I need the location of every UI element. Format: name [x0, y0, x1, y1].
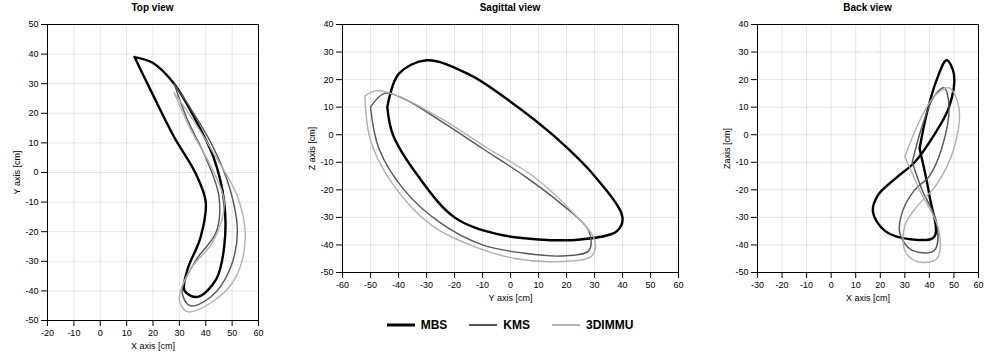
svg-text:30: 30	[900, 280, 910, 290]
svg-text:-50: -50	[25, 315, 38, 325]
svg-text:40: 40	[28, 49, 38, 59]
svg-text:-20: -20	[25, 227, 38, 237]
svg-text:-50: -50	[364, 280, 377, 290]
svg-text:20: 20	[148, 328, 158, 338]
svg-text:Zaxis [cm]: Zaxis [cm]	[722, 128, 732, 169]
svg-text:40: 40	[738, 19, 748, 29]
svg-text:Y axis [cm]: Y axis [cm]	[489, 293, 533, 303]
svg-text:-10: -10	[476, 280, 489, 290]
svg-text:-30: -30	[25, 256, 38, 266]
svg-text:-40: -40	[392, 280, 405, 290]
svg-text:30: 30	[738, 47, 748, 57]
svg-text:Z axis [cm]: Z axis [cm]	[307, 127, 317, 171]
html-text:3DIMMU: 3DIMMU	[586, 318, 634, 332]
svg-text:X axis [cm]: X axis [cm]	[131, 341, 175, 351]
svg-text:-40: -40	[25, 286, 38, 296]
svg-text:0: 0	[328, 130, 333, 140]
svg-text:30: 30	[28, 79, 38, 89]
svg-text:40: 40	[201, 328, 211, 338]
svg-text:-40: -40	[320, 240, 333, 250]
html-text:MBS: MBS	[420, 318, 448, 332]
html-text:Back view: Back view	[843, 2, 892, 13]
svg-text:-30: -30	[320, 212, 333, 222]
svg-text:50: 50	[227, 328, 237, 338]
svg-text:50: 50	[645, 280, 655, 290]
svg-text:-20: -20	[41, 328, 54, 338]
svg-text:-20: -20	[320, 185, 333, 195]
svg-text:0: 0	[829, 280, 834, 290]
svg-text:10: 10	[122, 328, 132, 338]
svg-text:20: 20	[28, 108, 38, 118]
svg-text:-30: -30	[751, 280, 764, 290]
svg-text:50: 50	[28, 19, 38, 29]
svg-text:20: 20	[561, 280, 571, 290]
svg-text:-60: -60	[336, 280, 349, 290]
svg-text:-50: -50	[735, 267, 748, 277]
html-text:Top view: Top view	[131, 2, 174, 13]
svg-text:-10: -10	[735, 157, 748, 167]
svg-text:20: 20	[323, 74, 333, 84]
svg-text:30: 30	[174, 328, 184, 338]
svg-text:-50: -50	[320, 267, 333, 277]
svg-text:30: 30	[589, 280, 599, 290]
svg-text:60: 60	[973, 280, 983, 290]
svg-text:10: 10	[323, 102, 333, 112]
svg-text:-10: -10	[25, 197, 38, 207]
svg-text:60: 60	[253, 328, 263, 338]
svg-text:60: 60	[673, 280, 683, 290]
svg-text:X axis [cm]: X axis [cm]	[846, 293, 890, 303]
svg-text:-30: -30	[420, 280, 433, 290]
html-text:KMS: KMS	[503, 318, 530, 332]
svg-text:10: 10	[28, 138, 38, 148]
svg-text:-10: -10	[67, 328, 80, 338]
svg-text:-10: -10	[320, 157, 333, 167]
svg-text:10: 10	[738, 102, 748, 112]
html-text:Sagittal view: Sagittal view	[479, 2, 541, 13]
svg-text:Y axis [cm]: Y axis [cm]	[12, 151, 22, 195]
svg-text:20: 20	[738, 74, 748, 84]
svg-text:50: 50	[949, 280, 959, 290]
svg-text:-10: -10	[800, 280, 813, 290]
svg-text:40: 40	[924, 280, 934, 290]
svg-text:10: 10	[851, 280, 861, 290]
svg-text:0: 0	[98, 328, 103, 338]
svg-text:20: 20	[875, 280, 885, 290]
svg-text:-20: -20	[735, 185, 748, 195]
svg-text:40: 40	[617, 280, 627, 290]
svg-text:-40: -40	[735, 240, 748, 250]
svg-text:-20: -20	[448, 280, 461, 290]
svg-text:-20: -20	[776, 280, 789, 290]
svg-text:40: 40	[323, 19, 333, 29]
svg-text:30: 30	[323, 47, 333, 57]
svg-text:0: 0	[508, 280, 513, 290]
svg-text:0: 0	[33, 167, 38, 177]
svg-text:-30: -30	[735, 212, 748, 222]
svg-text:10: 10	[533, 280, 543, 290]
svg-text:0: 0	[743, 130, 748, 140]
